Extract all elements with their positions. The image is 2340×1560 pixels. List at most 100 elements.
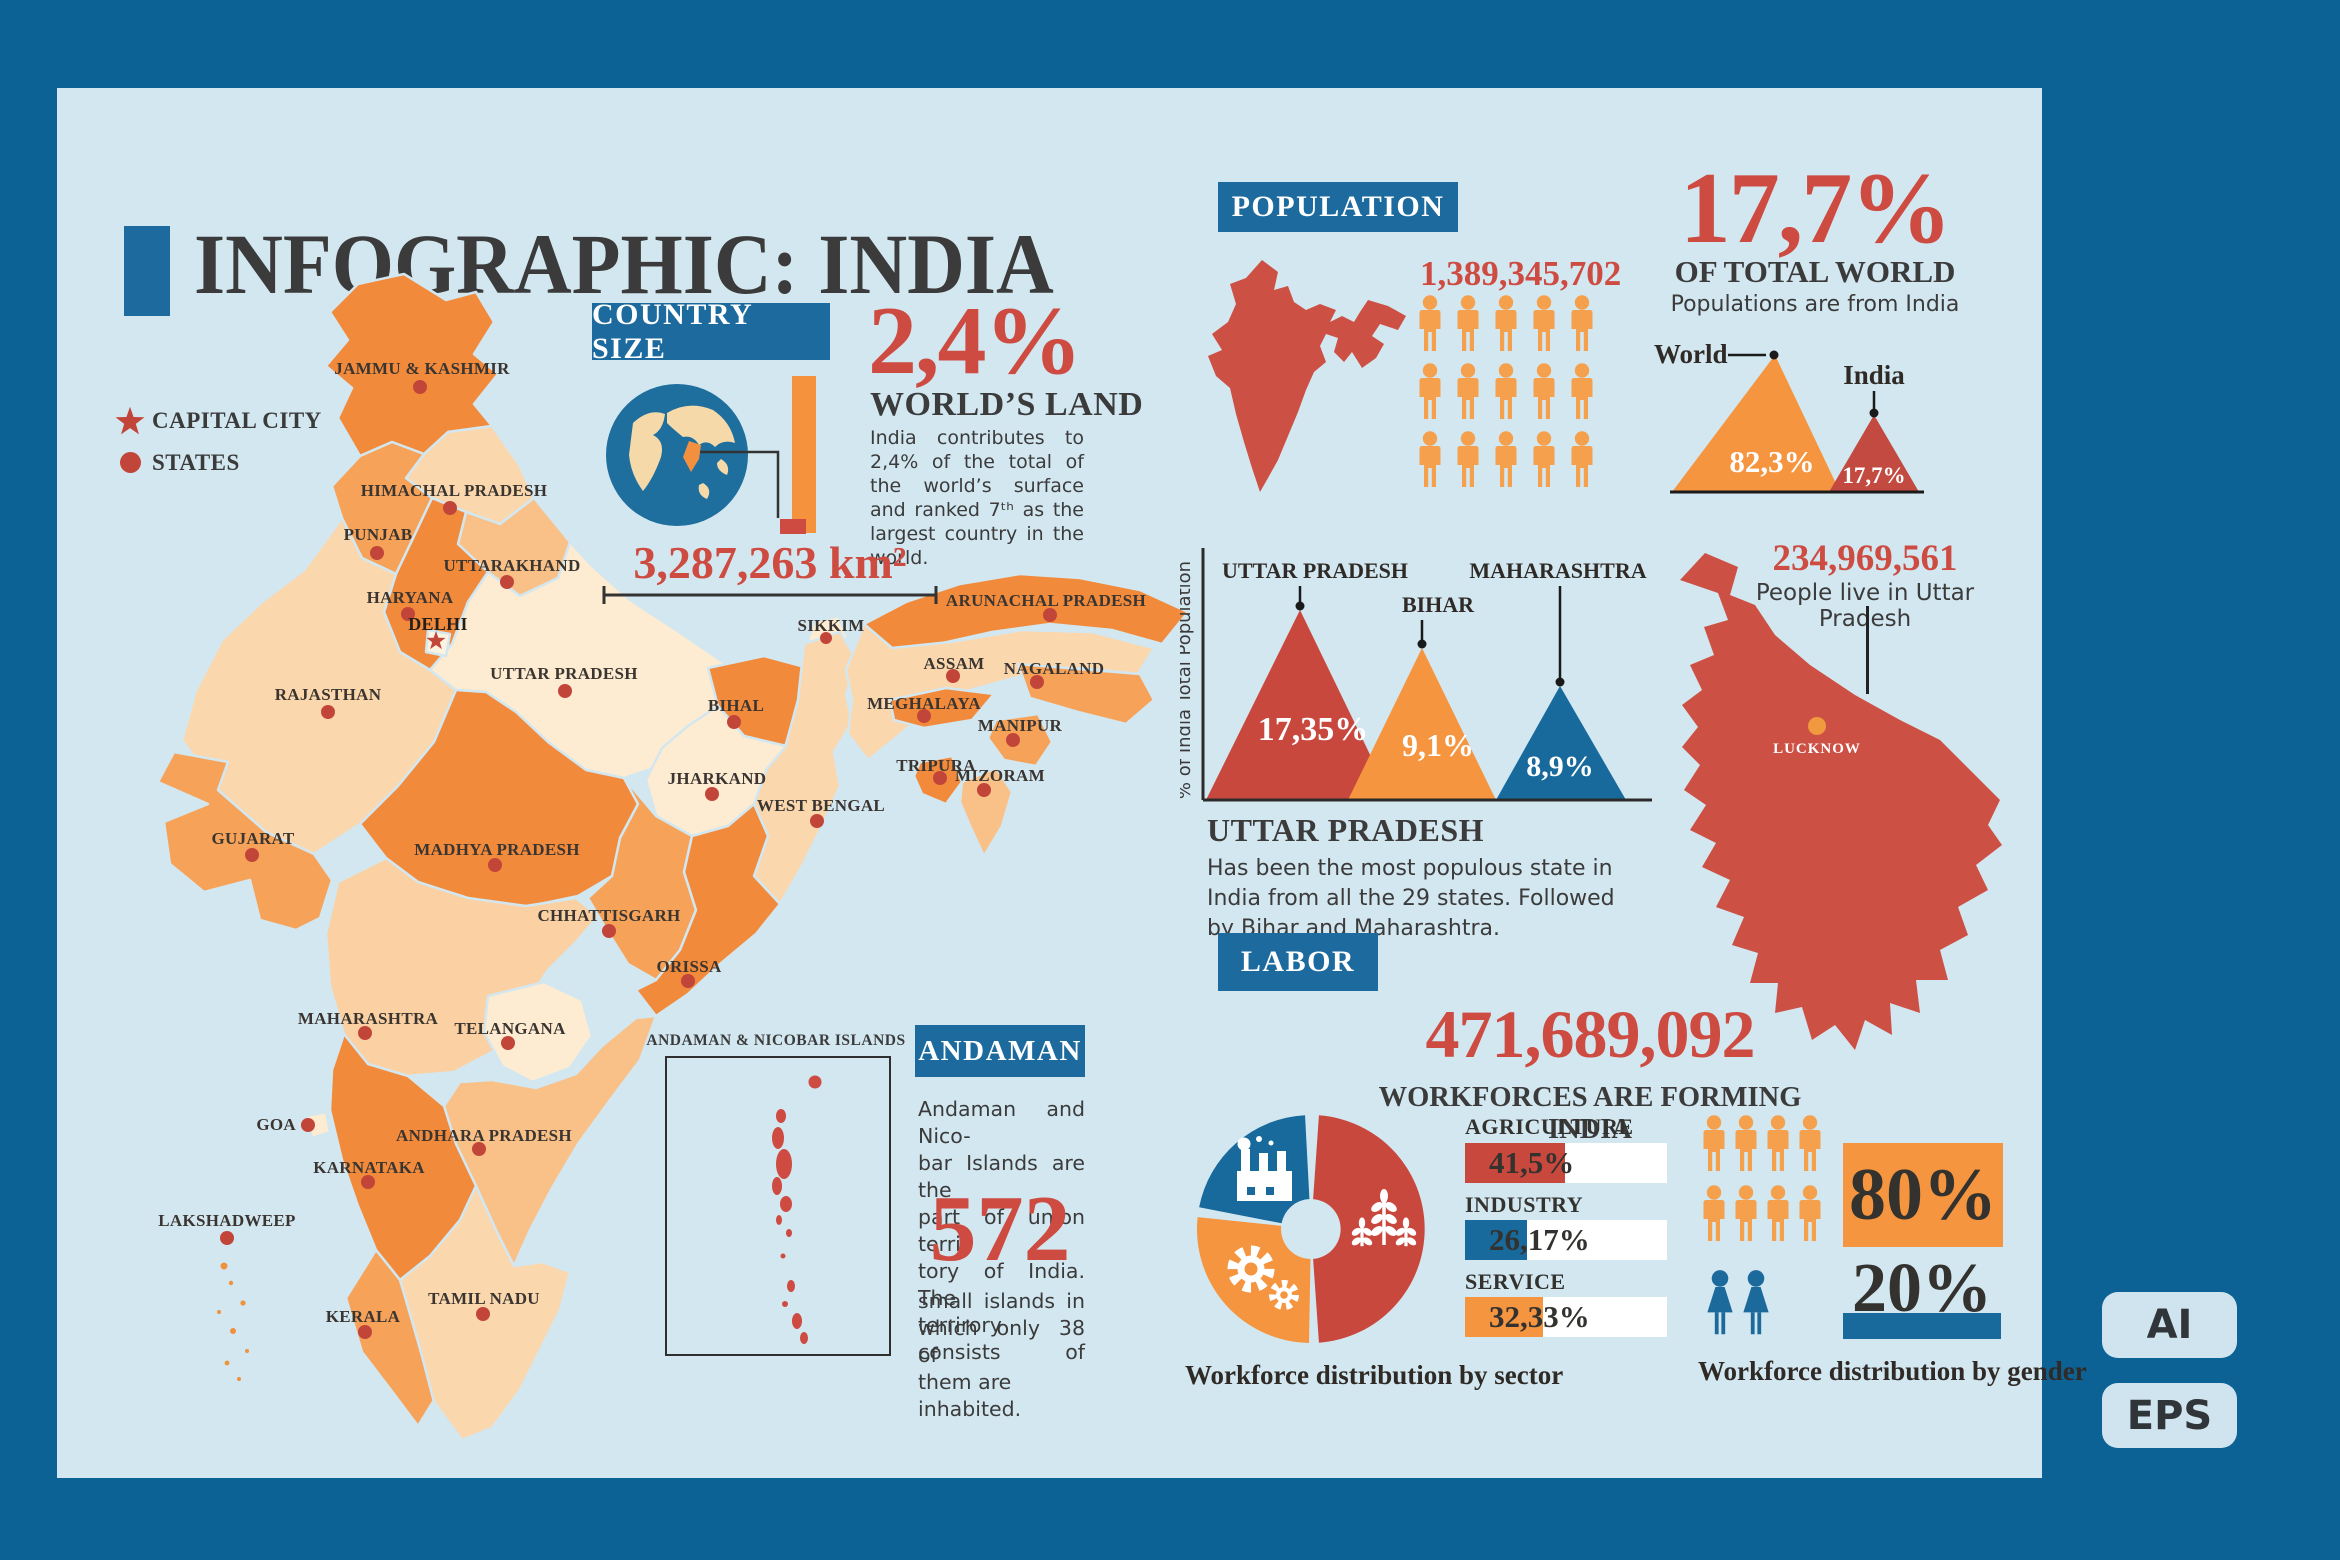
uttar-pradesh-map: LUCKNOW	[1680, 553, 2002, 1050]
map-label-gujarat: GUJARAT	[211, 829, 294, 848]
map-label-karnataka: KARNATAKA	[313, 1158, 425, 1177]
world-land-bar	[792, 376, 816, 533]
map-label-telangana: TELANGANA	[454, 1019, 566, 1038]
bihar-triangle	[1348, 648, 1496, 800]
factory-icon	[1237, 1136, 1292, 1201]
maharashtra-triangle	[1496, 686, 1626, 800]
lucknow-label: LUCKNOW	[1773, 741, 1861, 757]
gender-caption: Workforce distribution by gender	[1698, 1356, 2087, 1386]
map-label-jharkand: JHARKAND	[668, 769, 767, 788]
india-states-map: JAMMU & KASHMIR HIMACHAL PRADESH PUNJAB …	[156, 272, 1190, 1442]
andaman-island-count: 572	[929, 1177, 1071, 1281]
map-label-sikkim: SIKKIM	[798, 616, 865, 635]
map-label-nagaland: NAGALAND	[1004, 659, 1105, 678]
world-value: 82,3%	[1729, 444, 1814, 479]
map-label-meghalaya: MEGHALAYA	[867, 694, 981, 713]
map-label-rajasthan: RAJASTHAN	[275, 685, 382, 704]
map-label-maharashtra: MAHARASHTRA	[298, 1009, 439, 1028]
female-percent-value: 20%	[1852, 1250, 1992, 1327]
country-area-value: 3,287,263 km²	[633, 537, 907, 588]
area-measure-line	[602, 586, 938, 604]
andaman-line: small islands in	[918, 1289, 1085, 1313]
state-nagaland	[1016, 662, 1156, 726]
gears-icon	[1227, 1245, 1299, 1310]
wheat-icon	[1351, 1189, 1417, 1247]
male-percent-box: 80%	[1843, 1143, 2003, 1247]
page-title: INFOGRAPHIC: INDIA	[194, 216, 1054, 312]
andaman-inset-box	[665, 1056, 891, 1356]
andaman-text-bottom: small islands in which only 38 of them a…	[918, 1288, 1085, 1423]
andaman-line: Andaman and Nico-	[918, 1097, 1085, 1148]
world-india-triangle-chart: World India 82,3% 17,7%	[1654, 339, 1924, 494]
map-label-tripura: TRIPURA	[896, 756, 976, 775]
andaman-line: tory of India. The	[918, 1259, 1085, 1310]
map-label-himachal-pradesh: HIMACHAL PRADESH	[361, 481, 548, 500]
chart-axis-label: % of India Total Population	[1180, 561, 1195, 799]
labor-caption: WORKFORCES ARE FORMING INDIA	[1378, 1082, 1802, 1145]
donut-industry-slice	[1199, 1115, 1310, 1224]
map-label-mizoram: MIZORAM	[955, 766, 1045, 785]
world-triangle	[1672, 355, 1840, 492]
state-telangana	[482, 980, 594, 1084]
state-chart-heading: UTTAR PRADESH	[1207, 812, 1485, 848]
population-share-line2: Populations are from India	[1670, 292, 1960, 317]
country-size-percent-caption: WORLD’S LAND	[870, 386, 1144, 423]
globe-bar-connector-line	[700, 450, 780, 518]
male-workers-icons	[1703, 1115, 1821, 1241]
population-total: 1,389,345,702	[1420, 254, 1622, 293]
service-label: SERVICE	[1465, 1269, 1566, 1294]
state-meghalaya	[888, 686, 996, 730]
world-label: World	[1654, 339, 1728, 369]
map-label-chhattisgarh: CHHATTISGARH	[537, 906, 680, 925]
map-label-jammu-kashmir: JAMMU & KASHMIR	[334, 359, 510, 378]
map-label-orissa: ORISSA	[656, 957, 722, 976]
state-gujarat	[156, 750, 334, 932]
up-bar-value: 17,35%	[1258, 711, 1369, 748]
agriculture-bar: 41,5%	[1465, 1143, 1667, 1183]
andaman-islands-map	[772, 1075, 822, 1344]
map-label-tamil-nadu: TAMIL NADU	[428, 1289, 540, 1308]
state-mizoram	[958, 766, 1014, 858]
india-label: India	[1843, 360, 1905, 390]
map-label-andhara-pradesh: ANDHARA PRADESH	[396, 1126, 572, 1145]
bihar-bar-label: BIHAR	[1402, 592, 1475, 617]
up-population-value: 234,969,561	[1772, 538, 1958, 579]
industry-bar-fill	[1465, 1220, 1527, 1260]
map-label-assam: ASSAM	[923, 654, 984, 673]
ai-format-badge[interactable]: AI	[2102, 1292, 2237, 1358]
labor-header: LABOR	[1218, 933, 1378, 991]
india-land-bar	[780, 519, 806, 534]
map-label-west-bengal: WEST BENGAL	[757, 796, 885, 815]
andaman-line: them are inhabited.	[918, 1370, 1022, 1421]
map-label-arunachal-pradesh: ARUNACHAL PRADESH	[946, 591, 1146, 610]
up-bar-label: UTTAR PRADESH	[1222, 558, 1408, 583]
india-triangle	[1829, 415, 1919, 492]
population-share-line1: OF TOTAL WORLD	[1674, 254, 1956, 289]
andaman-line: which only 38 of	[918, 1316, 1085, 1367]
maharashtra-bar-value: 8,9%	[1526, 750, 1594, 783]
map-label-bihal: BIHAL	[708, 696, 764, 715]
female-percent-bar	[1843, 1313, 2001, 1339]
population-header: POPULATION	[1218, 182, 1458, 232]
eps-format-badge[interactable]: EPS	[2102, 1383, 2237, 1448]
industry-bar: 26,17%	[1465, 1220, 1667, 1260]
bihar-bar-value: 9,1%	[1402, 727, 1474, 763]
agriculture-bar-fill	[1465, 1143, 1565, 1183]
lakshadweep-islets	[217, 1262, 249, 1381]
state-chart-description: Has been the most populous state in Indi…	[1207, 856, 1615, 941]
workforce-donut-chart	[1196, 1115, 1425, 1343]
map-label-punjab: PUNJAB	[344, 525, 413, 544]
andaman-text-top: Andaman and Nico- bar Islands are the pa…	[918, 1096, 1085, 1366]
map-label-delhi: DELHI	[408, 614, 468, 634]
inset-title: ANDAMAN & NICOBAR ISLANDS	[646, 1032, 906, 1049]
country-size-description: India contributes to 2,4% of the total o…	[870, 427, 1084, 569]
male-percent-value: 80%	[1849, 1153, 1997, 1236]
state-population-chart: % of India Total Population UTTAR PRADES…	[1180, 548, 1652, 802]
india-silhouette-icon	[1208, 260, 1406, 492]
up-callout-line	[1866, 606, 1869, 694]
andaman-line: terrirory consists of	[918, 1313, 1085, 1364]
population-people-icons	[1419, 295, 1593, 487]
andaman-line: bar Islands are the	[918, 1151, 1085, 1202]
india-value: 17,7%	[1842, 463, 1905, 488]
